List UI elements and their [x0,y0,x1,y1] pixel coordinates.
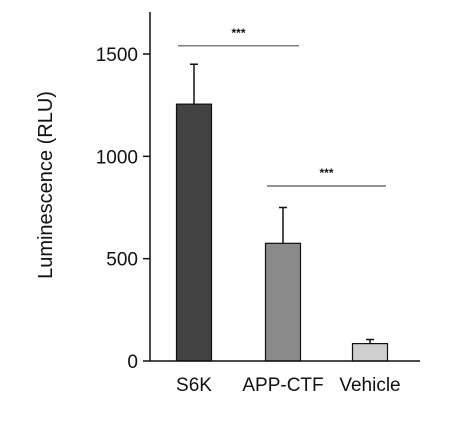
significance-label: *** [231,26,245,40]
bar-vehicle [351,343,389,362]
significance-label: *** [319,166,333,180]
x-category-label: S6K [176,375,212,396]
y-tick-label: 1500 [96,45,138,66]
y-tick-label: 0 [127,352,138,373]
x-category-label: APP-CTF [242,375,323,396]
y-tick-label: 1000 [96,147,138,168]
bar-app-ctf [264,242,302,362]
y-axis: 0 500 1000 1500 [96,12,151,373]
x-category-label: Vehicle [339,375,400,396]
significance-annotations: *** *** [178,26,386,187]
y-axis-title: Luminescence (RLU) [35,91,57,279]
bar-s6k [175,103,213,362]
x-axis: S6K APP-CTF Vehicle [150,360,420,396]
y-tick-label: 500 [106,250,138,271]
bars [175,63,389,362]
